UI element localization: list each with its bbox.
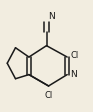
Text: N: N (49, 12, 55, 21)
Text: Cl: Cl (44, 91, 53, 100)
Text: Cl: Cl (70, 52, 78, 60)
Text: N: N (70, 70, 77, 79)
